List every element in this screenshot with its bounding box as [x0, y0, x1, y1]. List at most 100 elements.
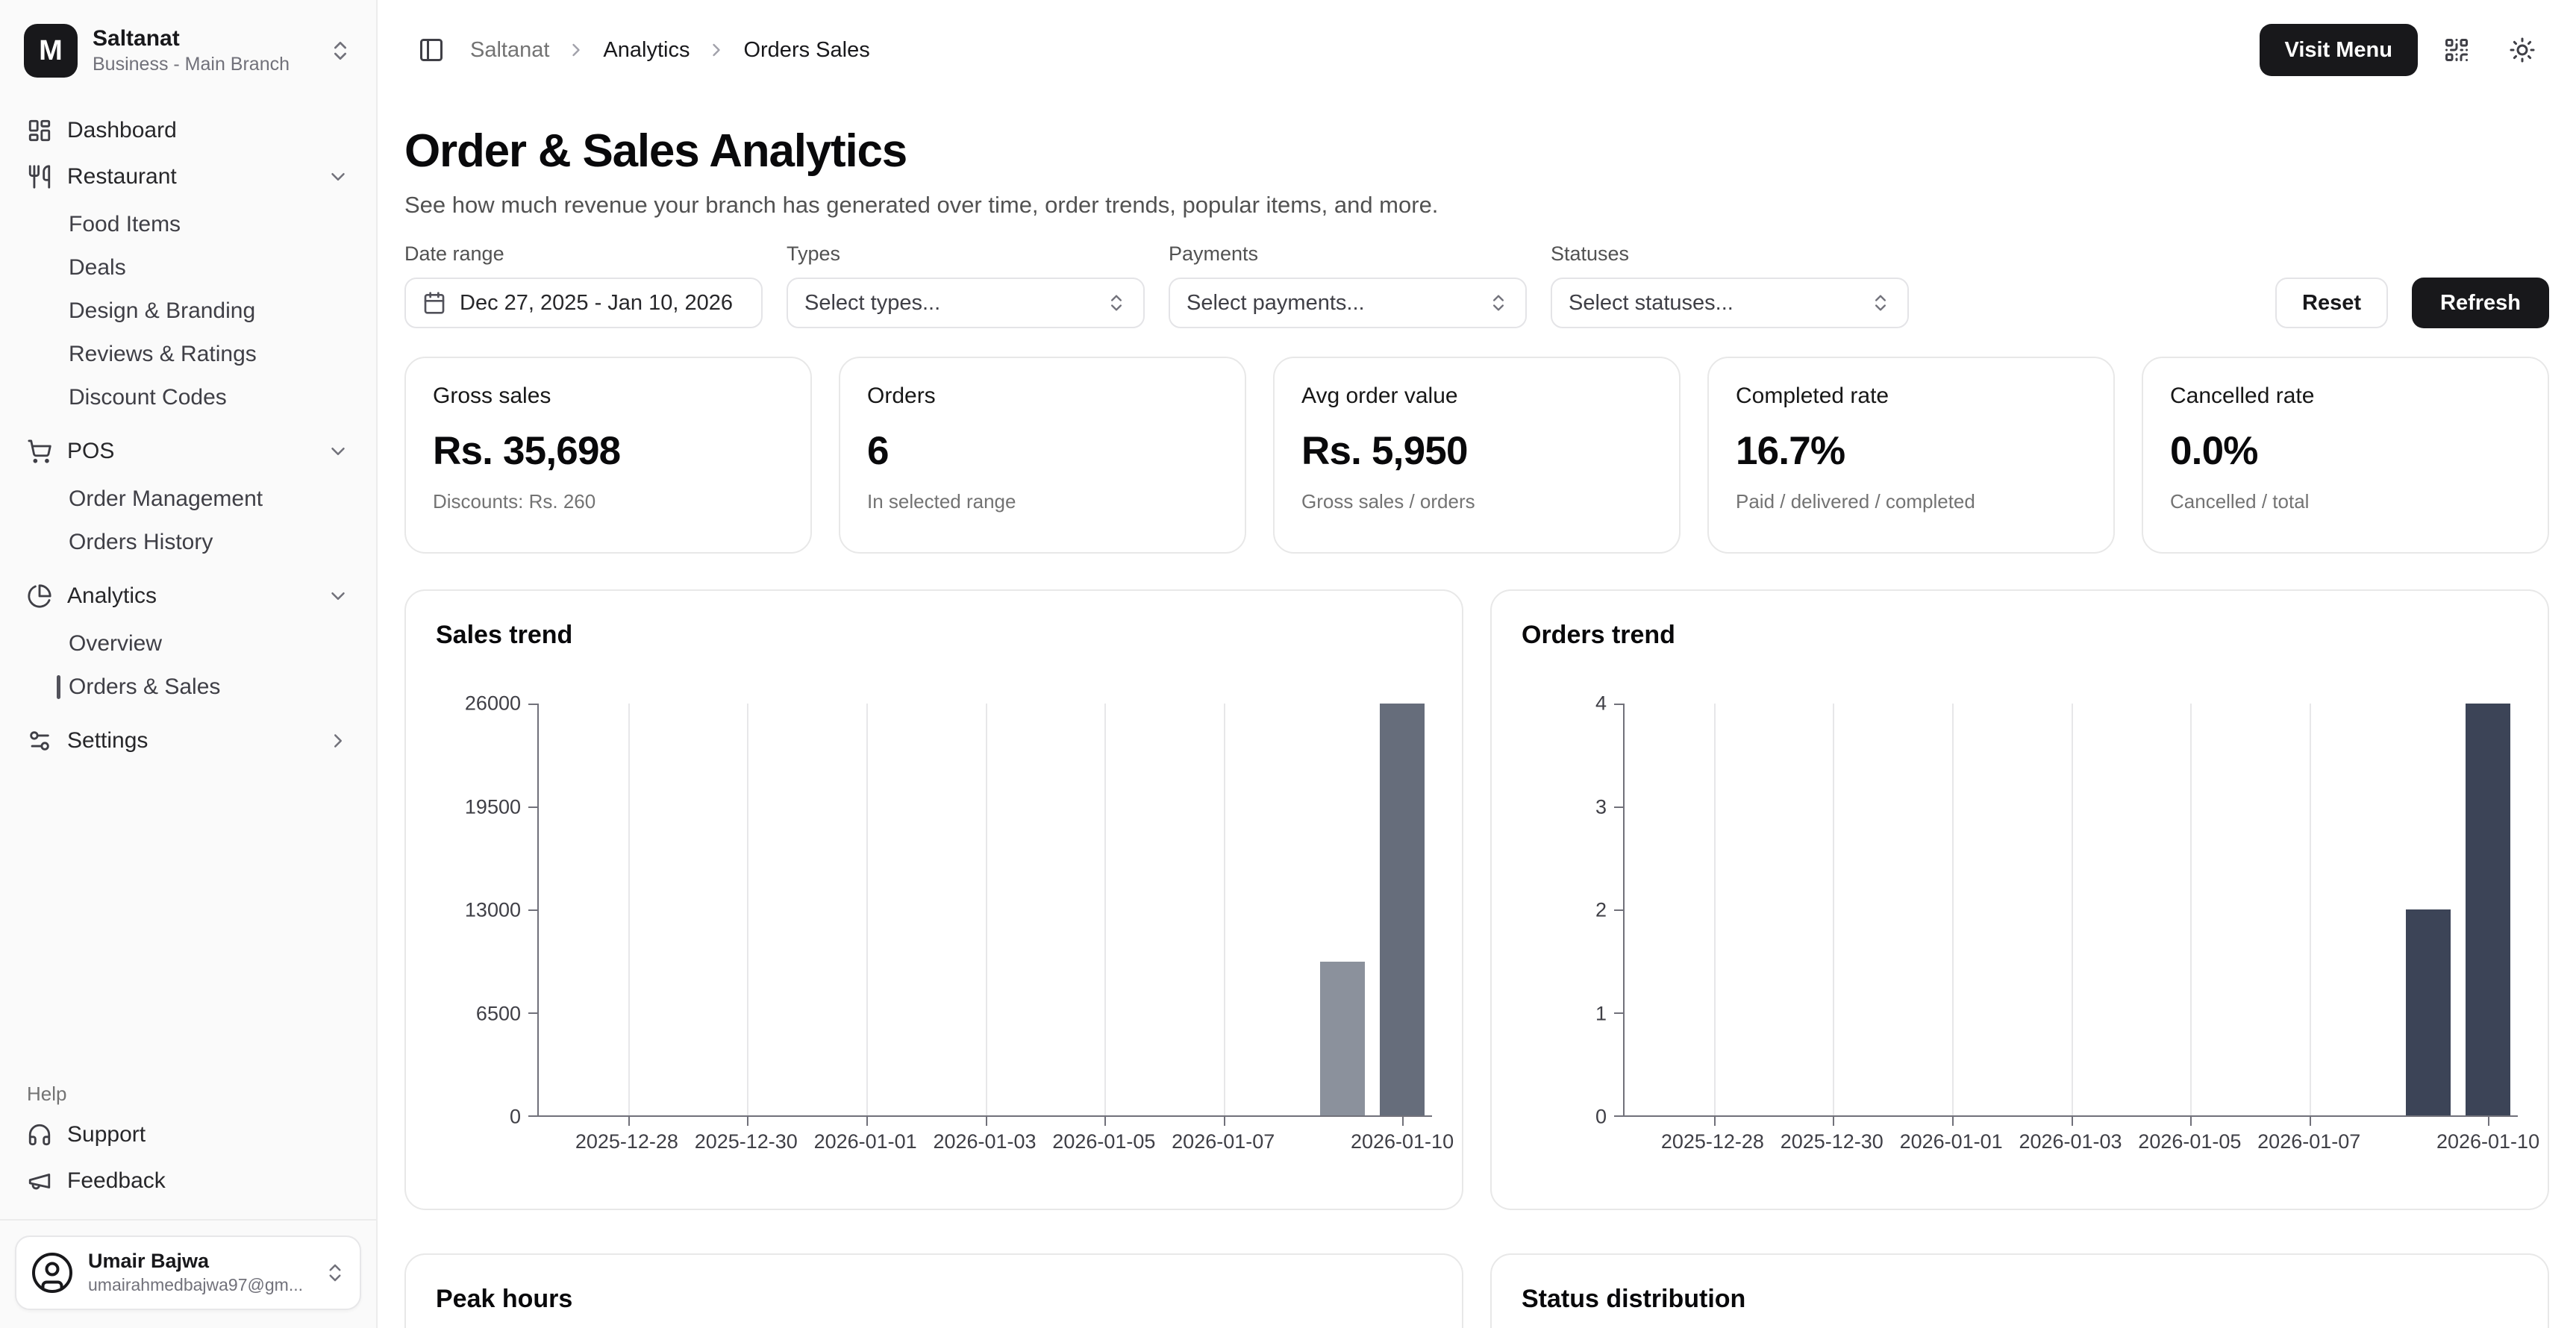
- visit-menu-button[interactable]: Visit Menu: [2259, 24, 2418, 76]
- sales-trend-chart: 26000 19500 13000 6500 0 2025-12-28 2025-12-3…: [436, 692, 1454, 1156]
- gridline: [985, 704, 987, 1116]
- sub-item-label: Design & Branding: [69, 298, 256, 323]
- types-placeholder: Select types...: [804, 290, 941, 315]
- sub-item-label: Reviews & Ratings: [69, 342, 257, 366]
- panel-left-icon: [418, 37, 445, 63]
- types-select[interactable]: Select types...: [787, 278, 1145, 329]
- stat-title: Cancelled rate: [2170, 383, 2315, 409]
- chart-bar: [2466, 704, 2511, 1116]
- y-tick-mark: [528, 1012, 537, 1015]
- date-range-value: Dec 27, 2025 - Jan 10, 2026: [460, 290, 733, 315]
- gridline: [747, 704, 749, 1116]
- settings-icon: [27, 728, 52, 754]
- stats-row: Gross sales Rs. 35,698 Discounts: Rs. 26…: [404, 357, 2549, 554]
- org-switcher[interactable]: M Saltanat Business - Main Branch: [15, 15, 361, 87]
- stat-value: 16.7%: [1736, 429, 1845, 474]
- filters-bar: Date range Dec 27, 2025 - Jan 10, 2026 T…: [404, 242, 2549, 329]
- sidebar-toggle-button[interactable]: [404, 23, 458, 77]
- pos-subnav: Order Management Orders History: [15, 474, 361, 573]
- chart-bar: [1320, 962, 1366, 1116]
- sidebar-item-pos[interactable]: POS: [15, 428, 361, 474]
- sidebar-item-order-management[interactable]: Order Management: [15, 477, 361, 521]
- reset-button[interactable]: Reset: [2275, 278, 2388, 329]
- chevrons-up-down-icon: [1488, 292, 1509, 313]
- brand-subtitle: Business - Main Branch: [93, 53, 290, 75]
- sidebar-item-restaurant[interactable]: Restaurant: [15, 154, 361, 200]
- chevrons-up-down-icon: [1106, 292, 1127, 313]
- y-tick-label: 13000: [464, 898, 521, 921]
- payments-select[interactable]: Select payments...: [1169, 278, 1527, 329]
- charts-row: Sales trend 26000 19500 13000 6500 0 2025-12…: [404, 589, 2549, 1211]
- sub-item-label: Orders & Sales: [69, 674, 221, 699]
- y-tick-label: 1: [1595, 1002, 1607, 1025]
- x-tick-mark: [1833, 1117, 1835, 1127]
- gridline: [1223, 704, 1225, 1116]
- gridline: [1713, 704, 1716, 1116]
- y-tick-mark: [528, 909, 537, 912]
- calendar-icon: [422, 291, 446, 315]
- plot-area: [528, 704, 1432, 1127]
- x-tick-label: 2025-12-30: [694, 1130, 798, 1153]
- y-tick-mark: [1614, 806, 1623, 809]
- x-tick-mark: [866, 1117, 868, 1127]
- stat-title: Orders: [867, 383, 936, 409]
- sidebar-item-orders-history[interactable]: Orders History: [15, 521, 361, 564]
- sun-icon: [2509, 37, 2536, 63]
- x-tick-label: 2026-01-10: [1350, 1130, 1454, 1153]
- brand-logo-letter: M: [39, 34, 63, 66]
- sidebar-item-support[interactable]: Support: [15, 1112, 361, 1158]
- sub-item-label: Food Items: [69, 212, 181, 237]
- analytics-subnav: Overview Orders & Sales: [15, 619, 361, 718]
- sidebar-item-reviews-ratings[interactable]: Reviews & Ratings: [15, 333, 361, 376]
- header-actions: Visit Menu: [2259, 23, 2550, 77]
- breadcrumb-saltanat[interactable]: Saltanat: [470, 37, 550, 62]
- y-tick-label: 0: [1595, 1105, 1607, 1128]
- breadcrumb-analytics[interactable]: Analytics: [603, 37, 690, 62]
- user-menu[interactable]: Umair Bajwa umairahmedbajwa97@gm...: [15, 1235, 361, 1310]
- sidebar-item-feedback[interactable]: Feedback: [15, 1158, 361, 1204]
- refresh-button[interactable]: Refresh: [2412, 278, 2549, 329]
- y-tick-mark: [1614, 1115, 1623, 1118]
- x-tick-label: 2025-12-30: [1780, 1130, 1883, 1153]
- sidebar-item-orders-and-sales[interactable]: Orders & Sales: [15, 665, 361, 709]
- y-axis: 26000 19500 13000 6500 0: [436, 692, 537, 1128]
- x-tick-mark: [1713, 1117, 1716, 1127]
- sales-trend-card: Sales trend 26000 19500 13000 6500 0 2025-12…: [404, 589, 1463, 1211]
- y-tick-label: 6500: [475, 1002, 521, 1025]
- breadcrumb: Saltanat Analytics Orders Sales: [470, 38, 870, 63]
- x-tick-label: 2026-01-05: [2138, 1130, 2242, 1153]
- sidebar-item-deals[interactable]: Deals: [15, 246, 361, 289]
- qr-code-button[interactable]: [2430, 23, 2483, 77]
- sidebar-item-label: Dashboard: [67, 118, 177, 142]
- sidebar-item-food-items[interactable]: Food Items: [15, 203, 361, 246]
- top-bar: Saltanat Analytics Orders Sales Visit Me…: [378, 0, 2576, 100]
- sidebar-item-overview[interactable]: Overview: [15, 622, 361, 665]
- brand-logo: M: [24, 24, 78, 78]
- y-tick-label: 0: [509, 1105, 521, 1128]
- types-label: Types: [787, 242, 841, 266]
- y-tick-label: 4: [1595, 692, 1607, 715]
- sub-item-label: Discount Codes: [69, 385, 227, 410]
- sidebar-item-design-branding[interactable]: Design & Branding: [15, 289, 361, 333]
- stat-title: Completed rate: [1736, 383, 1889, 409]
- y-tick-mark: [1614, 704, 1623, 706]
- sidebar-item-settings[interactable]: Settings: [15, 718, 361, 764]
- theme-toggle-button[interactable]: [2495, 23, 2549, 77]
- y-tick-mark: [1614, 909, 1623, 912]
- sidebar-item-discount-codes[interactable]: Discount Codes: [15, 376, 361, 419]
- active-indicator: [57, 675, 60, 699]
- stat-value: Rs. 35,698: [433, 429, 621, 474]
- sidebar-item-dashboard[interactable]: Dashboard: [15, 107, 361, 154]
- x-tick-label: 2026-01-03: [2019, 1130, 2122, 1153]
- restaurant-icon: [27, 164, 52, 190]
- x-axis: 2025-12-28 2025-12-30 2026-01-01 2026-01-03…: [1623, 1117, 2539, 1156]
- statuses-select[interactable]: Select statuses...: [1551, 278, 1909, 329]
- peak-hours-card: Peak hours: [404, 1253, 1463, 1328]
- date-range-input[interactable]: Dec 27, 2025 - Jan 10, 2026: [404, 278, 763, 329]
- gridline: [2071, 704, 2073, 1116]
- sidebar-item-analytics[interactable]: Analytics: [15, 573, 361, 619]
- sub-item-label: Overview: [69, 631, 163, 656]
- stat-caption: Cancelled / total: [2170, 490, 2310, 513]
- chevron-down-icon: [327, 585, 349, 607]
